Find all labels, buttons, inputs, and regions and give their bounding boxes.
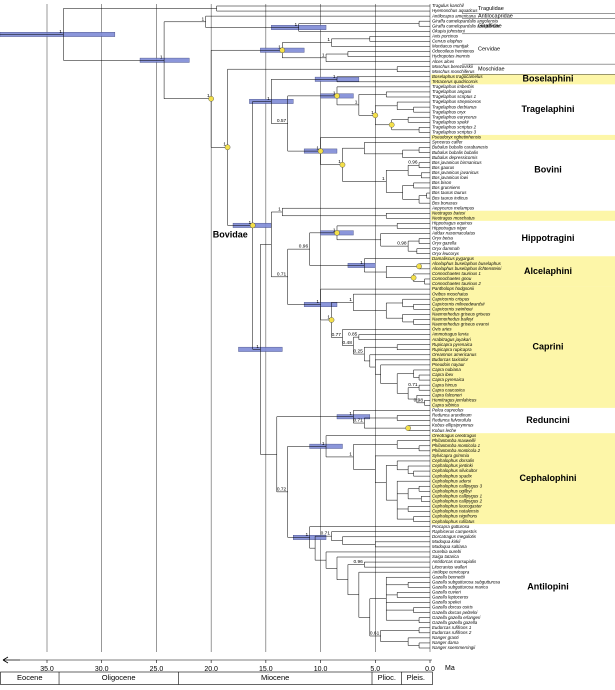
support-value: 0.25 xyxy=(353,349,363,355)
support-value: 1 xyxy=(207,93,210,99)
axis-unit: Ma xyxy=(445,665,455,672)
support-value: 0.71 xyxy=(353,418,363,424)
support-value: 1 xyxy=(249,220,252,226)
support-value: 1 xyxy=(160,55,163,61)
clade-label: Bovidae xyxy=(213,230,248,240)
support-value: 1 xyxy=(223,142,226,148)
tribe-label: Cephalophini xyxy=(520,473,577,483)
tick-label: 10.0 xyxy=(314,666,328,673)
support-value: 0.72 xyxy=(277,486,287,492)
epoch-label: Pleis. xyxy=(407,673,425,682)
tick-label: 35.0 xyxy=(40,666,54,673)
support-value: 1 xyxy=(327,314,330,320)
epoch-label: Oligocene xyxy=(102,673,136,682)
support-value: 1 xyxy=(278,45,281,51)
support-value: 0.71 xyxy=(321,531,331,537)
support-value: 1 xyxy=(256,344,259,350)
calibration-point xyxy=(416,264,421,269)
support-value: 1 xyxy=(349,411,352,417)
support-value: 1 xyxy=(295,22,298,28)
support-value: 1 xyxy=(327,37,330,43)
tribe-label: Alcelaphini xyxy=(524,266,572,276)
branch-layer xyxy=(0,6,430,648)
calibration-point xyxy=(411,275,416,280)
tick-label: 30.0 xyxy=(95,666,109,673)
support-value: 1 xyxy=(278,206,281,212)
support-value: 0.57 xyxy=(277,118,287,124)
support-value: 0.98 xyxy=(397,241,407,247)
support-value: 1 xyxy=(382,176,385,182)
support-value: 1 xyxy=(316,299,319,305)
support-value: 0.96 xyxy=(299,244,309,250)
tick-label: 5.0 xyxy=(370,666,380,673)
support-value: 1 xyxy=(201,16,204,22)
hpd-layer xyxy=(0,25,375,539)
family-label: Cervidae xyxy=(478,46,500,52)
support-value: 1 xyxy=(322,441,325,447)
tick-label: 0.0 xyxy=(425,666,435,673)
tribe-label: Boselaphini xyxy=(522,74,573,84)
support-value: 1 xyxy=(338,159,341,165)
tribe-label: Tragelaphini xyxy=(521,104,574,114)
calibration-point xyxy=(389,122,394,127)
tribe-label: Bovini xyxy=(534,165,562,175)
tick-label: 20.0 xyxy=(204,666,218,673)
support-value: 1 xyxy=(333,74,336,80)
tribe-label: Reduncini xyxy=(526,415,570,425)
epoch-label: Eocene xyxy=(17,673,42,682)
epoch-label: Miocene xyxy=(261,673,289,682)
support-value: 1 xyxy=(349,451,352,457)
support-value: 1 xyxy=(322,52,325,58)
support-value: 0.71 xyxy=(277,271,287,277)
support-value: 0.85 xyxy=(348,332,358,338)
support-value: 1 xyxy=(305,532,308,538)
tick-label: 15.0 xyxy=(259,666,273,673)
support-value: 1 xyxy=(267,96,270,102)
time-arrow xyxy=(3,657,20,663)
taxon-label: Nanger soemmerringii xyxy=(432,645,476,650)
support-value: 0.77 xyxy=(332,332,342,338)
support-value: 0.96 xyxy=(353,559,363,565)
support-value: 1 xyxy=(360,260,363,266)
support-value: 0.96 xyxy=(408,160,418,166)
support-value: 0.71 xyxy=(408,382,418,388)
epoch-frame xyxy=(1,672,433,685)
tribe-label: Antilopini xyxy=(527,582,569,592)
tribe-label: Caprini xyxy=(532,342,563,352)
tick-label: 25.0 xyxy=(150,666,164,673)
family-label: Tragulidae xyxy=(478,6,504,12)
support-value: 1 xyxy=(316,146,319,152)
support-value: 1 xyxy=(355,99,358,105)
support-value: 1 xyxy=(333,227,336,233)
support-value: 1 xyxy=(333,90,336,96)
tribe-label: Hippotragini xyxy=(522,233,575,243)
support-value: 1 xyxy=(371,110,374,116)
support-value: 1 xyxy=(59,29,62,35)
epoch-label: Plioc. xyxy=(378,673,396,682)
support-value: 1 xyxy=(349,297,352,303)
family-label: Moschidae xyxy=(478,67,505,73)
support-value: 0.61 xyxy=(370,630,380,636)
calibration-point xyxy=(406,426,411,431)
support-value: 0.98 xyxy=(414,397,424,403)
support-value: 0.48 xyxy=(343,340,353,346)
